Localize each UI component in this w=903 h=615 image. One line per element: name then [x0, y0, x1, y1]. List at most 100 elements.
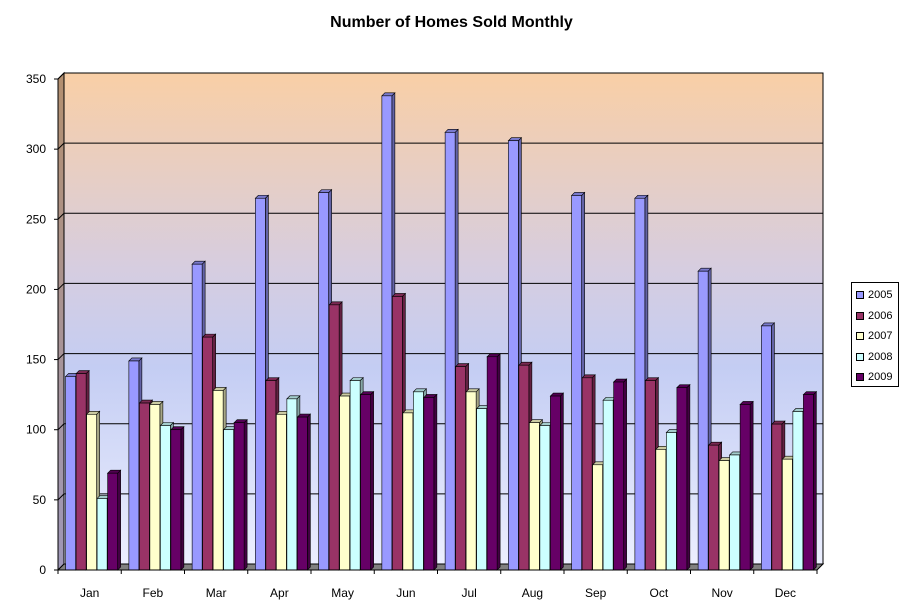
bar-side — [117, 469, 121, 571]
legend-item: 2006 — [856, 306, 898, 327]
bar-front — [729, 454, 740, 571]
bar-side — [433, 393, 438, 571]
bar-front — [771, 423, 783, 571]
bar-2009-Nov — [739, 400, 754, 571]
legend-label: 2008 — [868, 350, 893, 363]
bar-front — [86, 413, 97, 571]
x-tick-label: Sep — [585, 586, 607, 600]
legend-swatch — [856, 332, 864, 341]
y-tick-label: 0 — [39, 563, 46, 577]
legend-label: 2006 — [868, 309, 893, 322]
bar-front — [75, 373, 87, 571]
x-tick-label: Nov — [711, 586, 732, 600]
bar-front — [65, 376, 76, 571]
bar-front — [318, 192, 329, 571]
x-tick-label: Mar — [206, 586, 227, 600]
bar-2009-Jul — [486, 353, 501, 571]
bar-front — [96, 498, 108, 571]
x-tick-label: Oct — [650, 586, 669, 600]
bar-2009-Dec — [802, 390, 818, 571]
bar-front — [444, 132, 456, 571]
bar-2009-Jan — [106, 469, 122, 571]
legend-label: 2007 — [868, 330, 893, 343]
bar-front — [276, 413, 287, 571]
bar-front — [718, 460, 730, 571]
x-tick-label: Jun — [396, 586, 415, 600]
bar-front — [676, 387, 688, 571]
bar-front — [645, 380, 656, 571]
bar-2009-Sep — [612, 378, 628, 571]
bar-front — [212, 390, 224, 571]
bar-front — [761, 325, 772, 571]
bar-side — [749, 400, 754, 571]
bar-front — [571, 195, 582, 571]
tick-labels: 0 50 100 150 200 250 300 350 Jan Feb Mar Apr May Jun J… — [26, 72, 796, 600]
bar-front — [803, 394, 814, 571]
bar-front — [739, 404, 751, 571]
gridline-side — [57, 423, 65, 431]
legend: 2005 2006 2007 2008 2009 — [851, 282, 899, 387]
bar-front — [381, 95, 393, 571]
bar-front — [697, 270, 709, 571]
bar-front — [581, 377, 593, 571]
bar-front — [413, 391, 424, 571]
bar-front — [518, 364, 530, 571]
bar-2009-Feb — [170, 425, 185, 571]
bar-2009-Oct — [676, 383, 691, 571]
bar-side — [180, 425, 185, 571]
gridlines — [57, 72, 823, 501]
bar-2009-Apr — [296, 413, 312, 571]
y-tick-label: 250 — [26, 212, 46, 226]
bar-front — [792, 411, 804, 571]
y-tick-label: 50 — [33, 493, 47, 507]
bar-front — [149, 404, 161, 571]
bar-front — [402, 412, 414, 571]
y-tick-label: 100 — [26, 423, 46, 437]
bar-front — [486, 356, 498, 571]
bar-side — [623, 378, 627, 571]
gridline-side — [57, 283, 65, 290]
gridline-side — [57, 212, 65, 220]
gridline-side — [57, 353, 65, 360]
bar-front — [529, 422, 540, 571]
x-tick-label: Apr — [270, 586, 289, 600]
x-tick-label: Jan — [80, 586, 99, 600]
bar-side — [370, 390, 374, 571]
bar-front — [666, 432, 677, 571]
legend-swatch — [856, 291, 864, 300]
legend-label: 2005 — [868, 289, 893, 302]
bar-front — [297, 416, 308, 571]
bar-front — [708, 444, 719, 571]
bar-front — [339, 395, 350, 571]
bar-side — [496, 353, 501, 571]
x-tick-label: Jul — [461, 586, 476, 600]
bar-front — [592, 464, 603, 571]
bar-side — [560, 392, 564, 571]
bar-front — [191, 263, 203, 571]
bar-front — [128, 360, 140, 571]
legend-item: 2007 — [856, 326, 898, 347]
bar-front — [465, 391, 477, 571]
bar-front — [265, 380, 277, 571]
bar-front — [602, 399, 614, 571]
bar-front — [550, 395, 561, 571]
bar-2009-Jun — [423, 393, 438, 571]
legend-item: 2008 — [856, 347, 898, 368]
bar-front — [476, 408, 487, 571]
bar-front — [349, 380, 361, 571]
bar-front — [139, 402, 150, 571]
legend-label: 2009 — [868, 371, 893, 384]
y-tick-label: 150 — [26, 353, 46, 367]
bar-side — [243, 418, 248, 571]
bar-front — [539, 425, 551, 571]
bar-2009-Mar — [233, 418, 248, 571]
bar-front — [107, 472, 118, 571]
x-tick-label: May — [331, 586, 354, 600]
bar-side — [813, 390, 817, 571]
bars — [64, 92, 818, 571]
bar-front — [655, 449, 667, 571]
legend-item: 2005 — [856, 285, 898, 306]
y-tick-label: 300 — [26, 142, 46, 156]
bar-side — [686, 383, 691, 571]
